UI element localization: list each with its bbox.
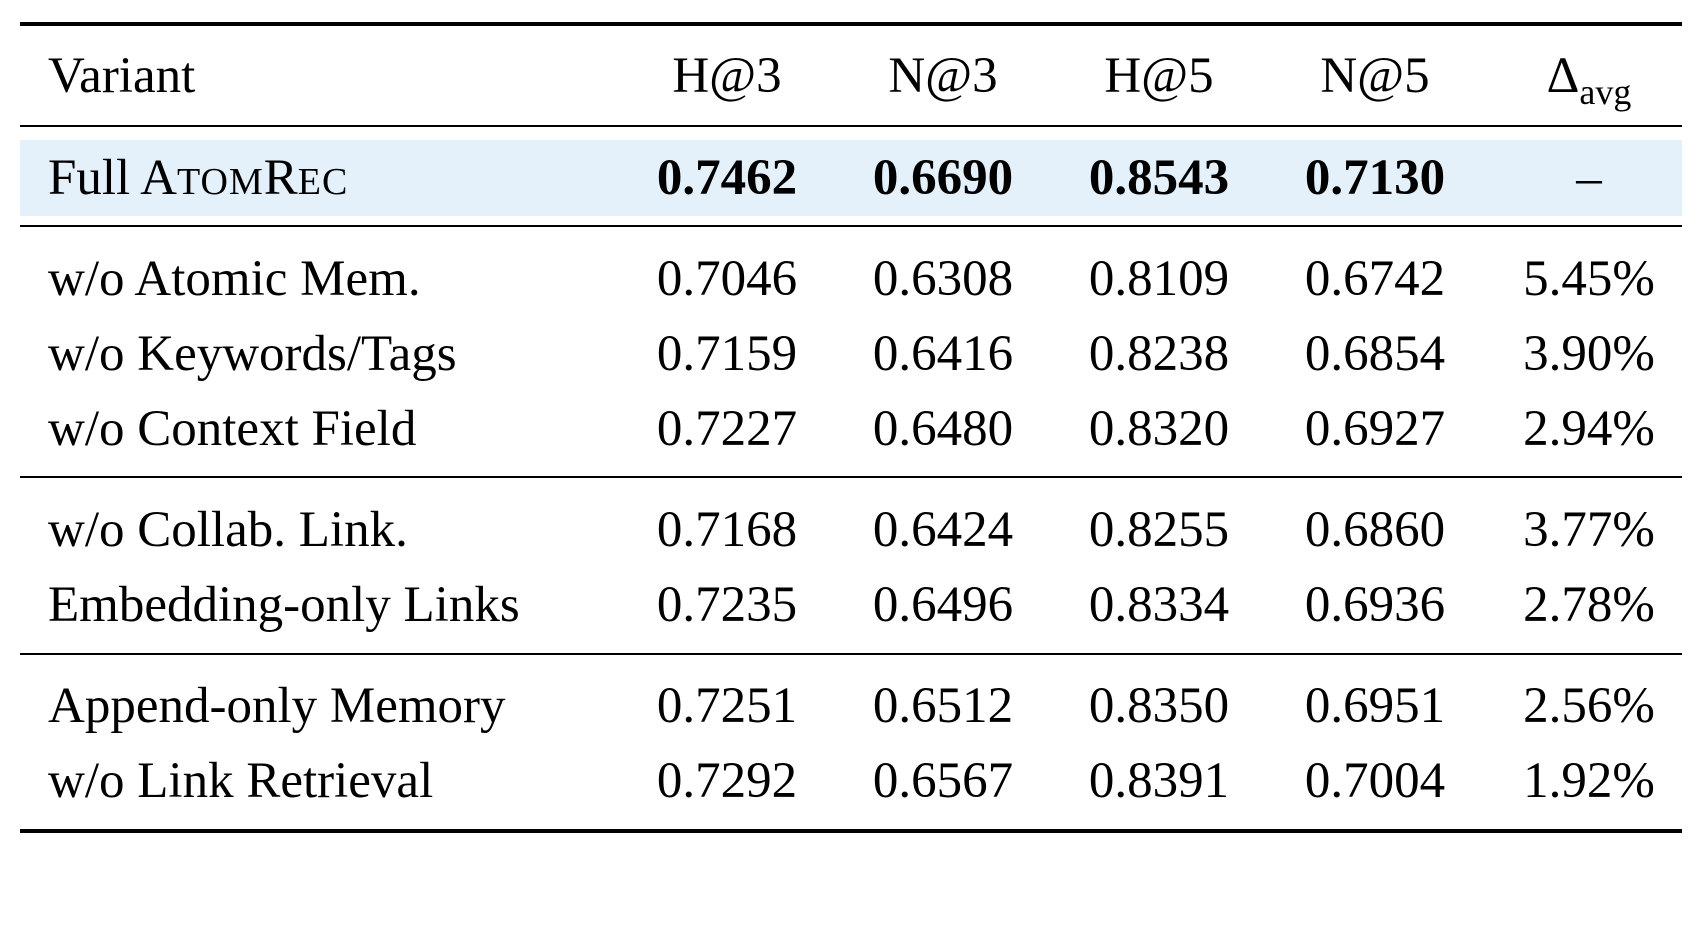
table-row: w/o Keywords/Tags 0.7159 0.6416 0.8238 0…: [20, 316, 1682, 392]
row-delta: 3.77%: [1523, 502, 1655, 558]
row-h3: 0.7159: [656, 326, 798, 382]
name-part-3: R: [263, 150, 298, 206]
row-h3: 0.7235: [656, 577, 798, 633]
row-delta: 5.45%: [1523, 251, 1655, 307]
row-n3: 0.6480: [872, 401, 1014, 457]
table-row: w/o Atomic Mem. 0.7046 0.6308 0.8109 0.6…: [20, 241, 1682, 317]
header-delta: Δavg: [1504, 38, 1674, 118]
header-rule: [20, 125, 1682, 127]
full-h3: 0.7462: [656, 150, 798, 206]
row-n5: 0.6742: [1304, 251, 1446, 307]
full-delta: –: [1576, 150, 1602, 206]
row-h5: 0.8320: [1088, 401, 1230, 457]
row-n3: 0.6512: [872, 678, 1014, 734]
full-model-row: Full ATOMREC 0.7462 0.6690 0.8543 0.7130…: [20, 140, 1682, 216]
row-variant: Embedding-only Links: [48, 577, 520, 633]
row-n3: 0.6496: [872, 577, 1014, 633]
table-row: w/o Link Retrieval 0.7292 0.6567 0.8391 …: [20, 743, 1682, 819]
row-n5: 0.6854: [1304, 326, 1446, 382]
row-n3: 0.6416: [872, 326, 1014, 382]
row-variant: Append-only Memory: [48, 678, 506, 734]
table-row: w/o Context Field 0.7227 0.6480 0.8320 0…: [20, 391, 1682, 467]
row-delta: 3.90%: [1523, 326, 1655, 382]
row-h3: 0.7046: [656, 251, 798, 307]
header-row: Variant H@3 N@3 H@5 N@5 Δavg: [20, 38, 1682, 114]
row-n5: 0.6860: [1304, 502, 1446, 558]
row-delta: 2.56%: [1523, 678, 1655, 734]
full-model-name: Full ATOMREC: [48, 140, 348, 220]
row-n3: 0.6424: [872, 502, 1014, 558]
full-n5: 0.7130: [1304, 150, 1446, 206]
row-h5: 0.8109: [1088, 251, 1230, 307]
top-rule: [20, 22, 1682, 26]
group-rule-2: [20, 476, 1682, 478]
bottom-rule: [20, 829, 1682, 833]
row-n5: 0.6936: [1304, 577, 1446, 633]
row-delta: 1.92%: [1523, 753, 1655, 809]
header-variant: Variant: [48, 48, 196, 104]
row-h5: 0.8391: [1088, 753, 1230, 809]
group-rule-3: [20, 653, 1682, 655]
row-variant: w/o Link Retrieval: [48, 753, 434, 809]
row-n3: 0.6567: [872, 753, 1014, 809]
table-row: Embedding-only Links 0.7235 0.6496 0.833…: [20, 567, 1682, 643]
row-h3: 0.7168: [656, 502, 798, 558]
row-h5: 0.8334: [1088, 577, 1230, 633]
full-prefix: Full: [48, 150, 141, 206]
name-part-2: TOM: [176, 161, 264, 203]
delta-subscript: avg: [1579, 72, 1632, 112]
header-h5: H@5: [1104, 48, 1214, 104]
delta-symbol: Δ: [1546, 48, 1580, 104]
table-row: w/o Collab. Link. 0.7168 0.6424 0.8255 0…: [20, 492, 1682, 568]
header-n3: N@3: [888, 48, 998, 104]
name-part-4: EC: [297, 161, 349, 203]
full-n3: 0.6690: [872, 150, 1014, 206]
table-row: Append-only Memory 0.7251 0.6512 0.8350 …: [20, 668, 1682, 744]
group-rule-1: [20, 225, 1682, 227]
row-n3: 0.6308: [872, 251, 1014, 307]
row-h3: 0.7292: [656, 753, 798, 809]
row-variant: w/o Context Field: [48, 401, 417, 457]
row-delta: 2.78%: [1523, 577, 1655, 633]
row-n5: 0.6951: [1304, 678, 1446, 734]
header-h3: H@3: [672, 48, 782, 104]
header-n5: N@5: [1320, 48, 1430, 104]
full-h5: 0.8543: [1088, 150, 1230, 206]
row-h5: 0.8255: [1088, 502, 1230, 558]
row-variant: w/o Collab. Link.: [48, 502, 408, 558]
row-n5: 0.6927: [1304, 401, 1446, 457]
row-h3: 0.7227: [656, 401, 798, 457]
row-h3: 0.7251: [656, 678, 798, 734]
row-variant: w/o Atomic Mem.: [48, 251, 421, 307]
row-h5: 0.8238: [1088, 326, 1230, 382]
row-n5: 0.7004: [1304, 753, 1446, 809]
row-variant: w/o Keywords/Tags: [48, 326, 457, 382]
row-h5: 0.8350: [1088, 678, 1230, 734]
row-delta: 2.94%: [1523, 401, 1655, 457]
name-part-1: A: [140, 150, 177, 206]
